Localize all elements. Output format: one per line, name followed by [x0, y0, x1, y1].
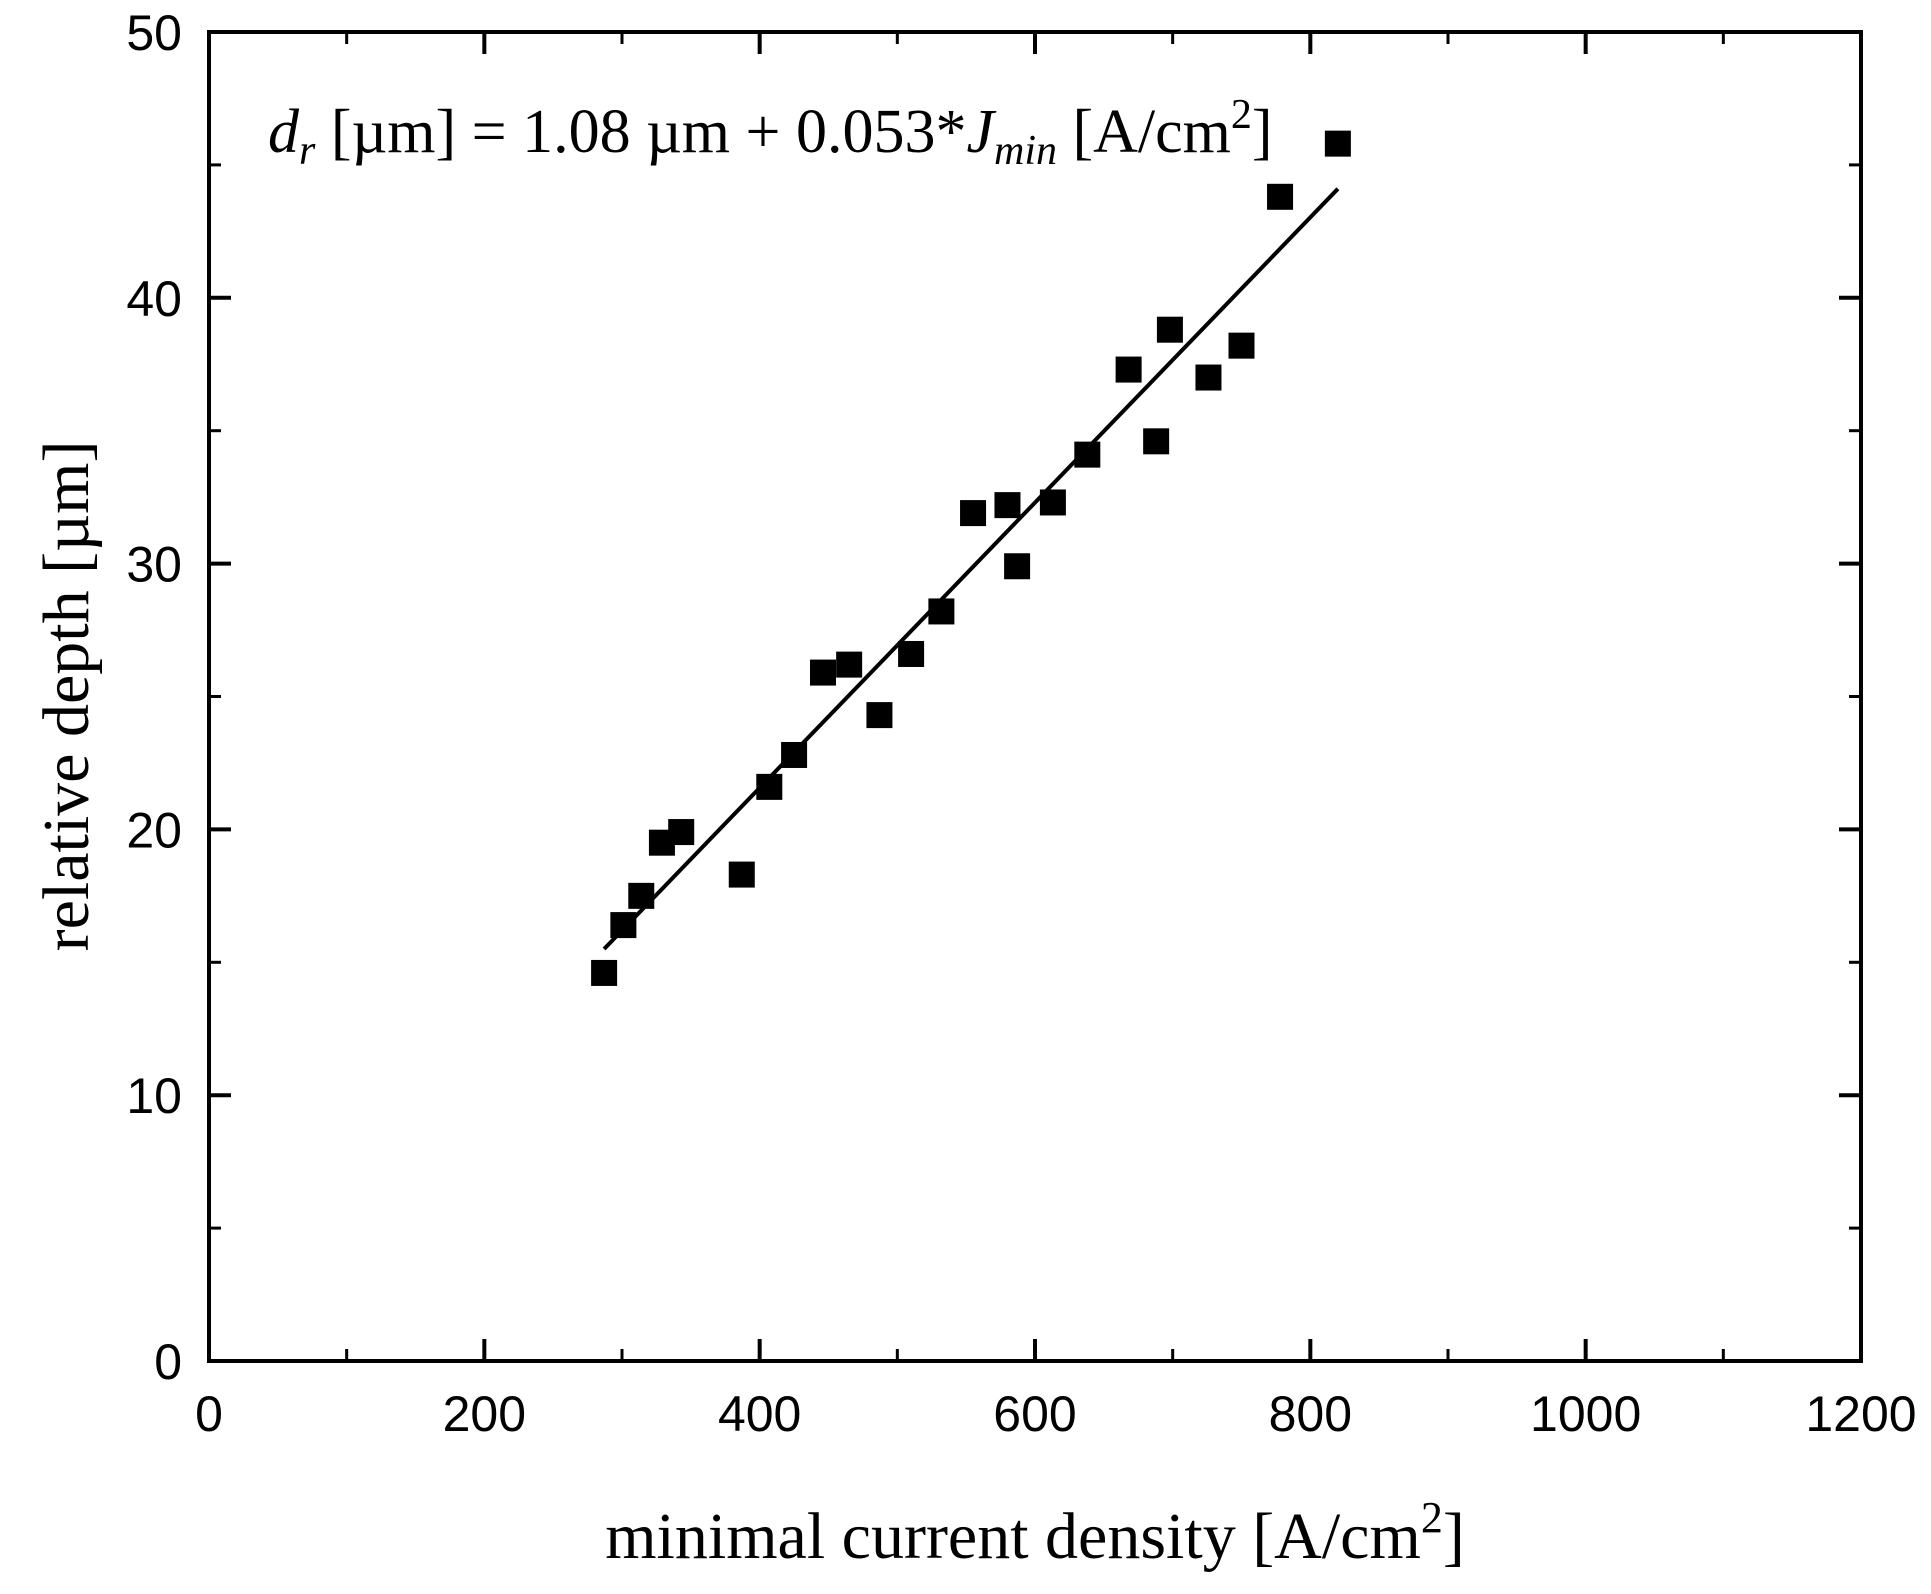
data-point	[1143, 428, 1170, 455]
x-tick-label: 800	[1269, 1386, 1352, 1442]
data-point	[756, 773, 783, 800]
x-axis-title: minimal current density [A/cm2]	[605, 1493, 1465, 1573]
data-point	[1156, 316, 1183, 343]
y-tick-label: 50	[126, 5, 182, 61]
data-point	[728, 861, 755, 888]
data-point	[809, 659, 836, 686]
data-point	[994, 492, 1021, 519]
fit-line-group	[602, 187, 1340, 951]
equation-var: d	[268, 98, 300, 166]
data-point	[628, 882, 655, 909]
data-point	[836, 651, 863, 678]
equation-var2-subscript: min	[994, 128, 1057, 174]
data-point	[1195, 364, 1222, 391]
x-tick-label: 1200	[1805, 1386, 1916, 1442]
equation-units: [A/cm	[1057, 98, 1231, 166]
x-tick-label: 600	[993, 1386, 1076, 1442]
plot-frame	[207, 30, 1863, 1363]
x-axis-title-superscript: 2	[1421, 1493, 1443, 1542]
x-tick-label: 0	[195, 1386, 223, 1442]
fit-equation: dr [µm] = 1.08 µm + 0.053*Jmin [A/cm2]	[268, 92, 1273, 174]
data-point	[1324, 130, 1351, 157]
data-points	[591, 130, 1351, 986]
axis-ticks	[207, 30, 1863, 1363]
equation-body: [µm] = 1.08 µm + 0.053*	[315, 98, 966, 166]
y-tick-label: 40	[126, 271, 182, 327]
data-point	[1039, 489, 1066, 516]
x-tick-label: 200	[443, 1386, 526, 1442]
y-tick-label: 20	[126, 802, 182, 858]
x-tick-label: 1000	[1530, 1386, 1641, 1442]
data-point	[781, 741, 808, 768]
y-tick-label: 10	[126, 1068, 182, 1124]
y-tick-label: 0	[154, 1334, 182, 1390]
fit-line	[602, 187, 1340, 951]
x-axis-title-close: ]	[1443, 1500, 1465, 1573]
data-point	[1074, 441, 1101, 468]
data-point	[591, 959, 618, 986]
data-point	[866, 702, 893, 729]
data-point	[898, 640, 925, 667]
y-axis-title: relative depth [µm]	[30, 441, 103, 952]
x-axis-title-text: minimal current density [A/cm	[605, 1500, 1421, 1573]
data-point	[610, 912, 637, 939]
y-tick-label: 30	[126, 537, 182, 593]
equation-var-subscript: r	[299, 128, 316, 174]
x-tick-label: 400	[718, 1386, 801, 1442]
equation-var2: J	[966, 98, 996, 166]
axis-tick-labels: 0 200 400 600 800 1000 1200 0 10 20 30 40 50	[126, 5, 1916, 1442]
data-point	[928, 598, 955, 625]
data-point	[1228, 332, 1255, 359]
data-point	[1267, 183, 1294, 210]
equation-units-close: ]	[1252, 98, 1273, 166]
data-point	[1115, 356, 1142, 383]
data-point	[960, 500, 987, 527]
equation-units-superscript: 2	[1231, 92, 1252, 138]
data-point	[1004, 553, 1031, 580]
data-point	[668, 819, 695, 846]
